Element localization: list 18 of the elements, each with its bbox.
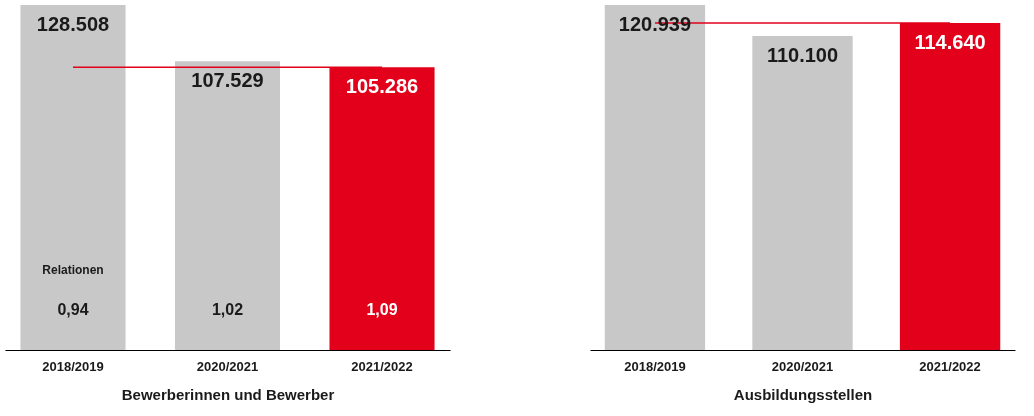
data-label: 110.100 — [766, 43, 839, 66]
x-tick-label: 2018/2019 — [42, 358, 104, 374]
data-label: 105.286 — [345, 75, 419, 98]
x-tick-label: 2021/2022 — [351, 358, 413, 374]
data-label: 128.508 — [36, 13, 110, 35]
annotation: 1,09 — [366, 301, 398, 318]
data-label: 114.640 — [914, 30, 986, 53]
x-axis-title: Bewerberinnen und Bewerber — [121, 385, 335, 403]
x-tick-label: 2020/2021 — [771, 358, 834, 374]
annotation: Relationen — [42, 263, 104, 277]
data-label: 120.939 — [618, 13, 692, 35]
x-tick-label: 2018/2019 — [624, 358, 686, 374]
annotation: 1,02 — [211, 301, 244, 318]
x-tick-label: 2020/2021 — [196, 358, 259, 374]
annotation: 0,94 — [57, 301, 89, 318]
data-label: 107.529 — [191, 69, 264, 92]
x-tick-label: 2021/2022 — [919, 358, 981, 374]
x-axis-title: Ausbildungsstellen — [733, 385, 873, 403]
